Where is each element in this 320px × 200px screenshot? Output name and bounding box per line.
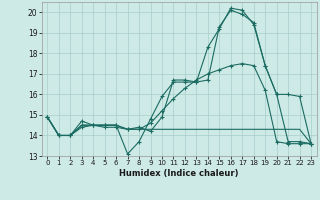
X-axis label: Humidex (Indice chaleur): Humidex (Indice chaleur)	[119, 169, 239, 178]
